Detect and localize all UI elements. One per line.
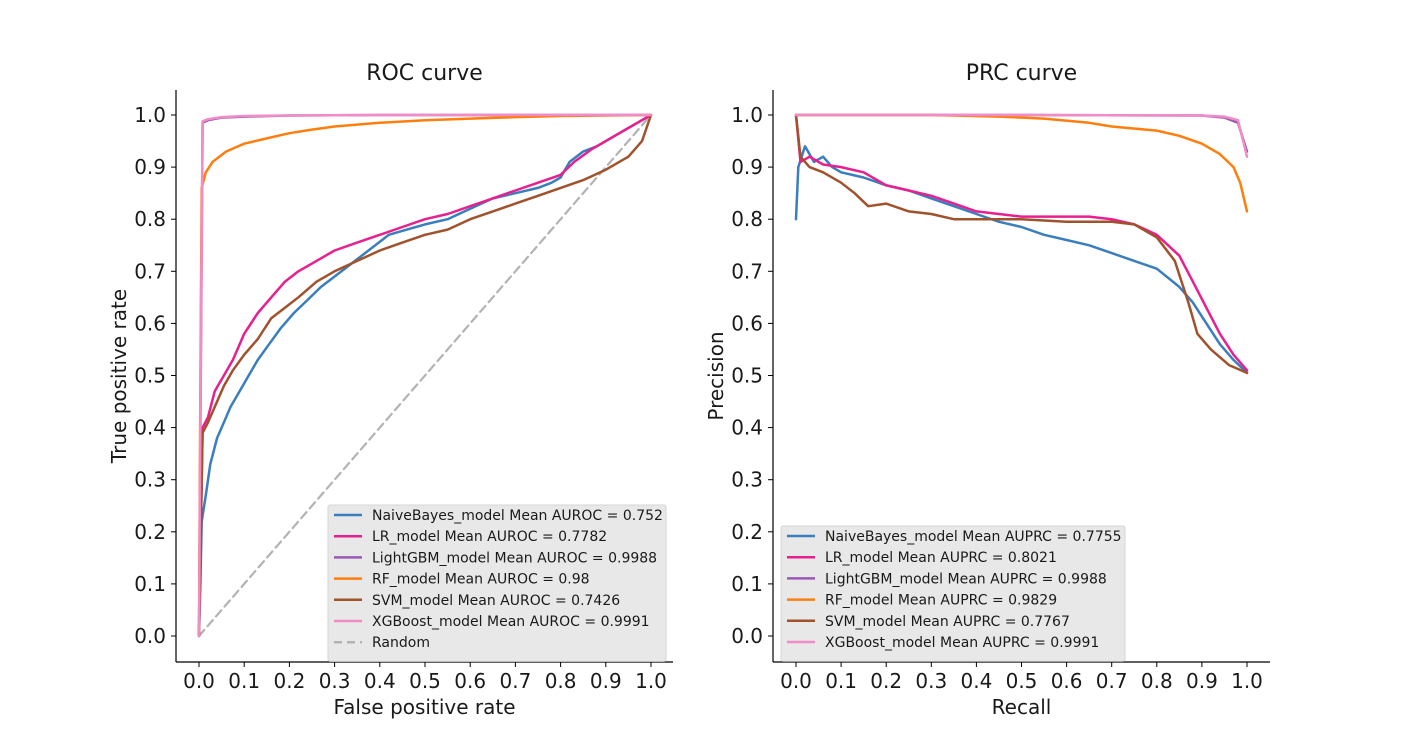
y-tick-label: 0.4 bbox=[731, 416, 763, 440]
legend-label: NaiveBayes_model Mean AUROC = 0.752 bbox=[372, 508, 663, 524]
x-axis-label: Recall bbox=[992, 695, 1052, 719]
y-tick-label: 0.6 bbox=[731, 311, 763, 335]
chart-title: ROC curve bbox=[366, 61, 483, 86]
y-tick-label: 0.9 bbox=[134, 155, 166, 179]
x-axis-label: False positive rate bbox=[334, 695, 516, 719]
y-axis-label: Precision bbox=[704, 331, 728, 420]
x-tick-label: 0.3 bbox=[915, 669, 947, 693]
legend-box bbox=[780, 525, 1126, 662]
x-tick-label: 0.4 bbox=[960, 669, 992, 693]
x-tick-label: 0.2 bbox=[870, 669, 902, 693]
y-tick-label: 0.3 bbox=[134, 468, 166, 492]
series-line-5 bbox=[197, 113, 653, 638]
x-tick-label: 1.0 bbox=[635, 669, 667, 693]
series-line-2 bbox=[794, 113, 1249, 153]
x-tick-label: 0.7 bbox=[499, 669, 531, 693]
x-tick-label: 0.5 bbox=[1006, 669, 1038, 693]
legend-label: RF_model Mean AUROC = 0.98 bbox=[372, 572, 590, 588]
y-tick-label: 1.0 bbox=[731, 103, 763, 127]
x-tick-label: 0.6 bbox=[1051, 669, 1083, 693]
legend-label: XGBoost_model Mean AUROC = 0.9991 bbox=[372, 614, 650, 630]
x-tick-label: 0.1 bbox=[228, 669, 260, 693]
x-tick-label: 0.9 bbox=[1186, 669, 1218, 693]
y-tick-label: 0.7 bbox=[731, 259, 763, 283]
legend-label: LR_model Mean AUROC = 0.7782 bbox=[372, 529, 607, 545]
y-tick-label: 0.6 bbox=[134, 311, 166, 335]
prc-chart: PRC curve 0.0 0.1 0.2 0.3 0.4 0.5 0.6 0.7 0.8 0.9 1… bbox=[704, 61, 1270, 719]
series-line-0 bbox=[197, 113, 653, 638]
legend-box bbox=[327, 504, 667, 662]
x-tick-label: 0.2 bbox=[273, 669, 305, 693]
legend-label: RF_model Mean AUPRC = 0.9829 bbox=[825, 593, 1057, 609]
legend-label: SVM_model Mean AUPRC = 0.7767 bbox=[825, 614, 1070, 630]
legend-label: LR_model Mean AUPRC = 0.8021 bbox=[825, 550, 1057, 566]
y-tick-label: 0.4 bbox=[134, 416, 166, 440]
y-tick-label: 0.0 bbox=[731, 624, 763, 648]
y-axis-label: True positive rate bbox=[107, 289, 131, 464]
series-line-3 bbox=[794, 113, 1249, 213]
x-tick-label: 0.8 bbox=[1141, 669, 1173, 693]
y-tick-label: 0.7 bbox=[134, 259, 166, 283]
legend-label: NaiveBayes_model Mean AUPRC = 0.7755 bbox=[825, 529, 1122, 545]
y-tick-label: 0.2 bbox=[731, 520, 763, 544]
series-line-3 bbox=[197, 113, 653, 638]
series-line-4 bbox=[794, 113, 1249, 375]
y-tick-label: 0.5 bbox=[731, 364, 763, 388]
series-line-4 bbox=[197, 113, 653, 638]
legend-label: LightGBM_model Mean AUPRC = 0.9988 bbox=[825, 571, 1107, 587]
legend-label: LightGBM_model Mean AUROC = 0.9988 bbox=[372, 550, 657, 566]
series-line-1 bbox=[794, 113, 1249, 372]
legend: NaiveBayes_model Mean AUPRC = 0.7755 LR_m… bbox=[780, 525, 1126, 662]
x-tick-label: 1.0 bbox=[1231, 669, 1263, 693]
series-line-0 bbox=[794, 145, 1249, 375]
legend-label: XGBoost_model Mean AUPRC = 0.9991 bbox=[825, 635, 1099, 651]
series-line-1 bbox=[197, 113, 653, 638]
series-line-5 bbox=[794, 113, 1249, 158]
legend-label: SVM_model Mean AUROC = 0.7426 bbox=[372, 593, 620, 609]
x-tick-label: 0.0 bbox=[183, 669, 215, 693]
y-tick-label: 0.0 bbox=[134, 624, 166, 648]
x-tick-label: 0.5 bbox=[409, 669, 441, 693]
x-tick-label: 0.0 bbox=[780, 669, 812, 693]
x-tick-label: 0.9 bbox=[590, 669, 622, 693]
x-tick-label: 0.8 bbox=[545, 669, 577, 693]
y-tick-label: 0.2 bbox=[134, 520, 166, 544]
legend: NaiveBayes_model Mean AUROC = 0.752 LR_mo… bbox=[327, 504, 667, 662]
y-tick-label: 0.3 bbox=[731, 468, 763, 492]
x-tick-label: 0.6 bbox=[454, 669, 486, 693]
x-tick-label: 0.4 bbox=[364, 669, 396, 693]
chart-title: PRC curve bbox=[966, 61, 1077, 86]
y-tick-label: 0.8 bbox=[731, 207, 763, 231]
y-tick-label: 0.9 bbox=[731, 155, 763, 179]
series-line-6 bbox=[197, 113, 653, 638]
legend-label: Random bbox=[372, 635, 430, 651]
y-tick-label: 1.0 bbox=[134, 103, 166, 127]
x-tick-label: 0.1 bbox=[825, 669, 857, 693]
y-tick-label: 0.5 bbox=[134, 364, 166, 388]
x-tick-label: 0.3 bbox=[319, 669, 351, 693]
x-tick-label: 0.7 bbox=[1096, 669, 1128, 693]
y-tick-label: 0.1 bbox=[731, 572, 763, 596]
y-tick-label: 0.8 bbox=[134, 207, 166, 231]
y-tick-label: 0.1 bbox=[134, 572, 166, 596]
roc-chart: ROC curve 0.0 0.1 0.2 0.3 0.4 0.5 0.6 0.7 0.8 0.9 1… bbox=[107, 61, 673, 719]
